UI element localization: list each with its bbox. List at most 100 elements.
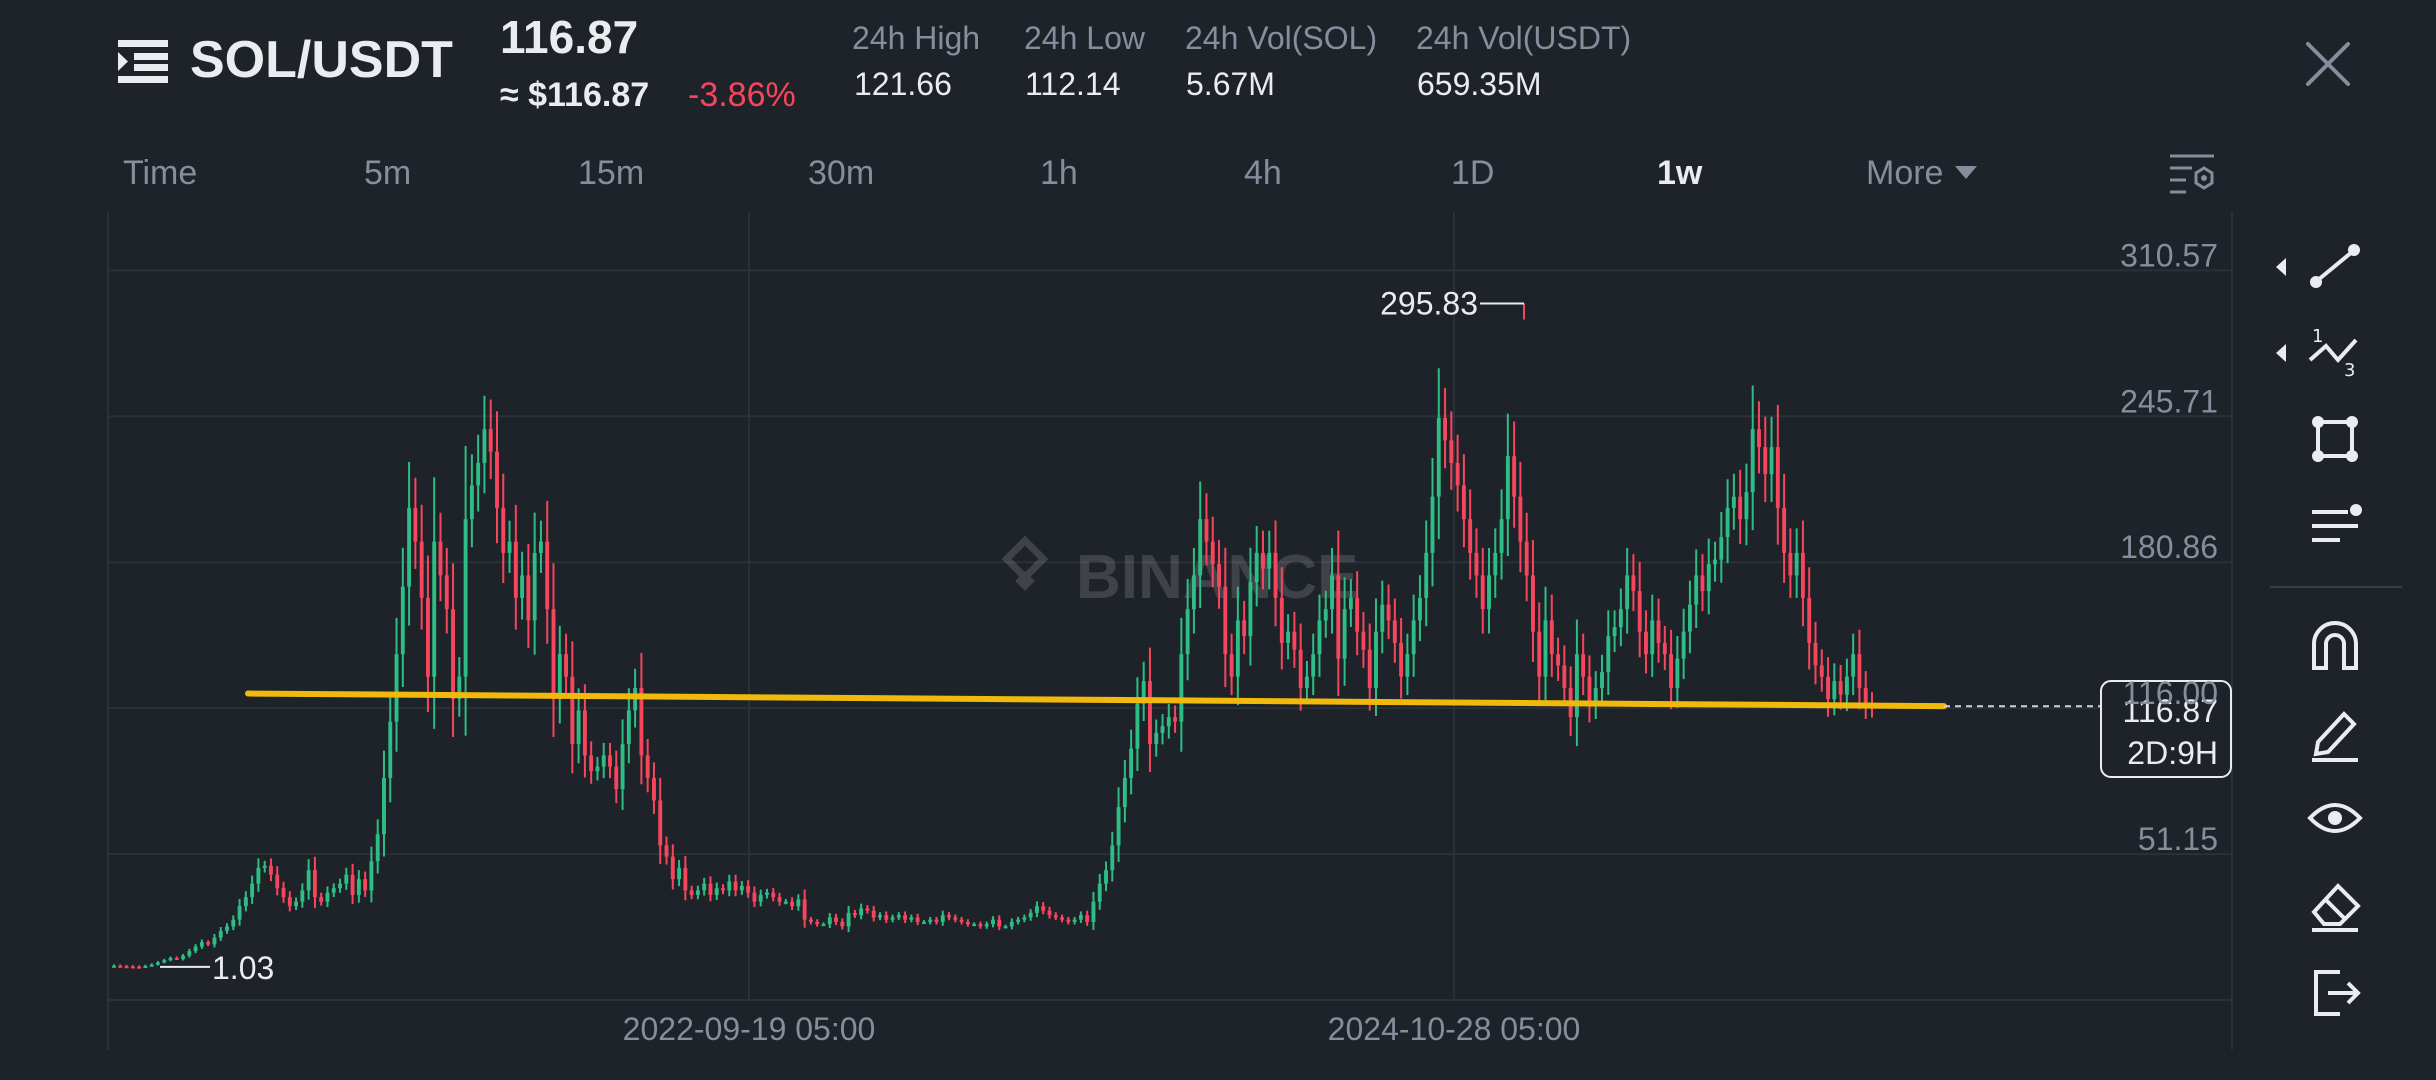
parallel-lines-tool[interactable]: [2300, 496, 2370, 560]
candle: [1493, 528, 1498, 598]
exit-tool[interactable]: [2300, 960, 2370, 1024]
tab-4h[interactable]: 4h: [1244, 154, 1282, 192]
candle: [476, 434, 481, 512]
candle: [225, 923, 229, 934]
magnet-icon: [2312, 621, 2358, 670]
tab-1h[interactable]: 1h: [1040, 154, 1078, 192]
candle-body: [1832, 681, 1837, 700]
candle-body: [1775, 447, 1780, 508]
candle: [765, 888, 769, 899]
candle-body: [1060, 917, 1065, 920]
candle: [852, 909, 857, 919]
candle-body: [1129, 748, 1134, 778]
candle: [1807, 567, 1812, 670]
candle-body: [218, 930, 223, 938]
candle-body: [1342, 609, 1347, 659]
tool-expand-arrow-icon[interactable]: [2272, 256, 2290, 278]
candle-body: [1700, 575, 1705, 592]
candle: [947, 912, 951, 921]
candle-body: [1292, 631, 1297, 650]
candle-body: [1455, 462, 1460, 486]
candle-body: [1731, 496, 1736, 508]
candle: [156, 961, 160, 966]
candle: [538, 520, 543, 573]
candle-body: [777, 897, 782, 902]
candle: [1694, 549, 1699, 629]
candle-body: [1424, 552, 1429, 598]
rectangle-tool[interactable]: [2300, 408, 2370, 472]
candle-body: [287, 897, 292, 907]
candle: [1750, 385, 1755, 531]
candle-body: [1612, 627, 1617, 637]
tab-more[interactable]: More: [1866, 154, 1978, 193]
pair-title[interactable]: SOL/USDT: [190, 31, 453, 89]
candle: [1637, 561, 1642, 658]
candle: [1549, 594, 1554, 677]
candle-body: [733, 881, 738, 891]
candle: [281, 881, 286, 903]
visibility-tool[interactable]: [2300, 786, 2370, 850]
trend-line-tool[interactable]: [2300, 234, 2370, 298]
candle: [1612, 610, 1617, 653]
tool-expand-arrow-icon[interactable]: [2272, 342, 2290, 364]
eye-icon: [2307, 803, 2363, 833]
tab-15m[interactable]: 15m: [578, 154, 645, 192]
tab-30m[interactable]: 30m: [808, 154, 875, 192]
candle: [834, 913, 838, 926]
candle-body: [1543, 620, 1548, 677]
candle: [507, 520, 512, 573]
stat-value-24h-vol-usdt: 659.35M: [1417, 66, 1542, 102]
candle-body: [382, 777, 386, 835]
menu-icon[interactable]: [118, 38, 170, 84]
close-icon[interactable]: [2298, 34, 2358, 94]
candle: [520, 551, 525, 620]
candle: [1662, 625, 1667, 671]
candle: [488, 399, 493, 480]
candle-body: [350, 874, 355, 895]
candle-body: [513, 541, 518, 598]
tab-time[interactable]: Time: [123, 154, 198, 192]
candle: [1618, 588, 1623, 647]
candle: [1769, 416, 1774, 503]
magnet-tool[interactable]: [2300, 614, 2370, 678]
candle: [1562, 645, 1567, 706]
candle-body: [1411, 620, 1416, 655]
candle-body: [1047, 910, 1052, 916]
candle-body: [1160, 726, 1165, 733]
candle: [432, 477, 437, 729]
candle-body: [1562, 665, 1567, 688]
candle: [1248, 547, 1253, 666]
candle-body: [262, 865, 267, 868]
stat-label-24h-vol-sol: 24h Vol(SOL): [1185, 20, 1378, 56]
candle-body: [921, 921, 926, 924]
candle-body: [1135, 703, 1140, 749]
candle: [1669, 629, 1674, 710]
candle-body: [1248, 582, 1253, 637]
candle: [1581, 633, 1586, 696]
binance-logo-icon: [1001, 535, 1049, 591]
candle: [350, 863, 355, 904]
eraser-tool[interactable]: [2300, 872, 2370, 936]
candle: [1304, 661, 1309, 703]
candle: [727, 874, 732, 897]
candle-body: [1769, 447, 1774, 475]
tab-1w[interactable]: 1w: [1657, 154, 1703, 192]
fibonacci-tool[interactable]: 1 3: [2300, 320, 2370, 384]
trend-line: [245, 690, 1947, 710]
candle-body: [444, 575, 449, 610]
candle-body: [275, 874, 280, 889]
candle: [143, 964, 148, 969]
candle: [884, 911, 889, 924]
candle: [652, 762, 656, 814]
brush-tool[interactable]: [2300, 700, 2370, 764]
candle: [1644, 610, 1648, 674]
tab-1d[interactable]: 1D: [1451, 154, 1495, 192]
candle-body: [783, 901, 788, 904]
candle: [1556, 637, 1561, 681]
chart-settings-icon[interactable]: [2166, 150, 2218, 198]
candle-body: [1593, 687, 1598, 704]
tab-5m[interactable]: 5m: [364, 154, 412, 192]
candle-body: [1694, 575, 1699, 605]
candle: [1813, 621, 1818, 685]
